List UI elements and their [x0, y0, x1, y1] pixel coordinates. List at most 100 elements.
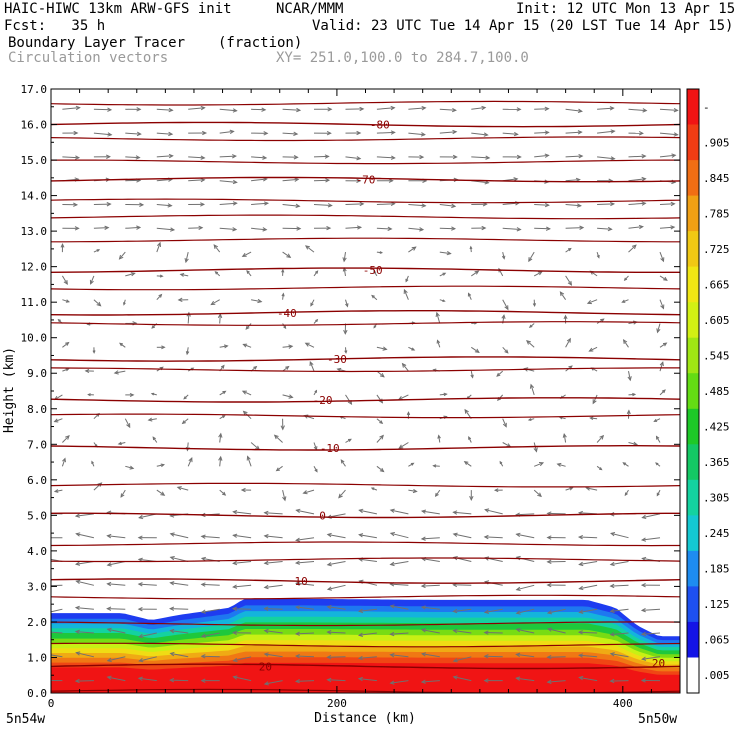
circulation-vector [376, 156, 395, 159]
circulation-vector [453, 584, 472, 586]
vector-arrowhead [119, 342, 124, 347]
vector-arrowhead [452, 675, 458, 680]
vector-arrowhead [181, 420, 186, 425]
vector-arrowhead [660, 304, 665, 310]
vector-arrowhead [609, 652, 615, 657]
vector-arrowhead [670, 201, 676, 207]
circulation-vector [76, 580, 95, 586]
circulation-vector [421, 584, 440, 587]
circulation-vector [592, 394, 598, 404]
vector-arrowhead [158, 293, 163, 298]
vector-arrowhead [106, 627, 112, 633]
vector-arrowhead [295, 537, 301, 542]
circulation-vector [623, 339, 629, 348]
vector-arrowhead [186, 311, 191, 317]
circulation-vector [534, 462, 544, 467]
vector-arrowhead [389, 653, 395, 658]
vector-arrowhead [130, 272, 136, 277]
vector-arrowhead [347, 438, 352, 442]
colorbar-swatch [687, 621, 699, 658]
circulation-vector [484, 536, 503, 539]
circulation-vector [376, 346, 387, 350]
circulation-vector [485, 509, 503, 515]
vector-arrowhead [671, 153, 677, 158]
vector-arrowhead [451, 203, 457, 209]
vector-arrowhead [641, 176, 647, 182]
vector-arrowhead [65, 341, 70, 346]
circulation-vector [659, 362, 664, 372]
temperature-contour [51, 237, 680, 243]
circulation-vector [563, 434, 567, 443]
circulation-vector [219, 108, 237, 112]
colorbar-label: .545 [703, 350, 730, 363]
vector-arrowhead [451, 107, 457, 113]
circulation-vector [138, 583, 157, 586]
circulation-vector [156, 242, 161, 253]
vector-arrowhead [170, 227, 176, 232]
circulation-vector [170, 652, 189, 658]
vector-arrowhead [168, 153, 174, 159]
colorbar-swatch [687, 657, 699, 694]
vector-arrowhead [379, 372, 385, 378]
vector-arrowhead [443, 392, 448, 397]
vector-arrowhead [74, 561, 81, 566]
vector-arrowhead [241, 252, 247, 257]
vector-arrowhead [379, 420, 384, 425]
vector-arrowhead [412, 488, 418, 494]
vector-arrowhead [87, 393, 91, 397]
colorbar-swatch [687, 586, 699, 623]
vector-arrowhead [200, 609, 206, 614]
temperature-contour [51, 397, 680, 403]
circulation-vector [628, 226, 643, 229]
colorbar-label: .005 [703, 669, 730, 682]
circulation-vector [390, 532, 409, 539]
circulation-vector [201, 583, 220, 586]
vector-arrowhead [577, 534, 583, 540]
vector-arrowhead [169, 628, 175, 634]
circulation-vector [251, 202, 268, 205]
colorbar-frame [686, 88, 700, 694]
vector-arrowhead [200, 105, 206, 111]
circulation-vector [75, 607, 94, 610]
contour-label: -80 [370, 119, 390, 132]
vector-arrowhead [432, 464, 437, 468]
vector-arrowhead [622, 462, 627, 466]
circulation-vector [610, 532, 629, 539]
vector-arrowhead [240, 487, 246, 493]
circulation-vector [219, 155, 236, 158]
circulation-vector [180, 273, 189, 277]
vector-arrowhead [526, 340, 531, 345]
circulation-vector [659, 226, 675, 229]
vector-arrowhead [296, 226, 302, 231]
contour-label: -50 [363, 264, 383, 277]
circulation-vector [398, 442, 409, 449]
circulation-vector [597, 227, 612, 230]
vector-arrowhead [545, 226, 551, 231]
vector-arrowhead [452, 129, 458, 135]
circulation-vector [75, 631, 94, 634]
vector-arrowhead [632, 392, 637, 397]
circulation-vector [309, 361, 315, 372]
vector-arrowhead [200, 654, 206, 659]
vector-arrowhead [513, 177, 519, 182]
vector-arrowhead [609, 678, 615, 684]
circulation-vector [565, 227, 584, 229]
circulation-vector [641, 632, 661, 635]
circulation-vector [247, 456, 252, 467]
circulation-vector [219, 345, 228, 348]
vector-arrowhead [137, 535, 143, 540]
colorbar-label: .365 [703, 456, 730, 469]
circulation-vector [251, 108, 266, 111]
contour-label: 10 [295, 575, 308, 588]
circulation-vector [93, 299, 101, 307]
circulation-vector [659, 108, 678, 111]
circulation-vector [597, 203, 614, 205]
vector-arrowhead [504, 305, 509, 311]
vector-arrowhead [484, 508, 490, 513]
vector-arrowhead [516, 107, 522, 112]
vector-arrowhead [120, 493, 125, 498]
vector-arrowhead [515, 610, 521, 615]
vector-arrowhead [263, 201, 270, 206]
vector-arrowhead [293, 131, 299, 136]
circulation-vector [610, 584, 629, 587]
